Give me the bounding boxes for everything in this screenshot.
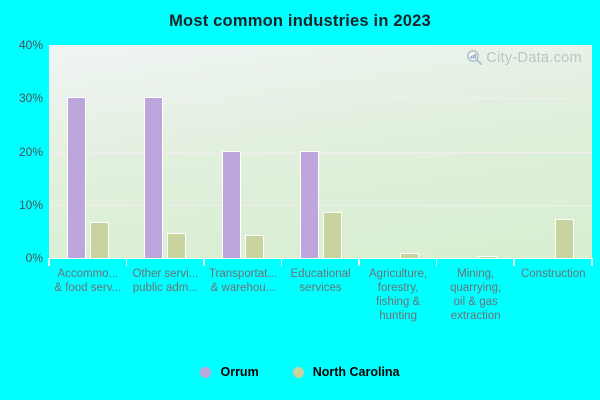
gridline-20pct	[49, 151, 592, 153]
bar-nc	[555, 219, 575, 258]
x-tick	[48, 258, 50, 266]
x-category-label: Transportat... & warehou...	[204, 267, 282, 323]
x-label-line: & warehou...	[210, 282, 276, 294]
x-label-line: Mining,	[457, 268, 495, 280]
category-group	[359, 45, 437, 258]
x-label-line: public adm...	[132, 282, 198, 294]
x-label-row: Accommo... & food serv... Other servi... pu…	[49, 267, 592, 323]
y-tick-label: 40%	[18, 38, 43, 52]
x-label-line: forestry,	[377, 282, 419, 294]
x-category-label: Other servi... public adm...	[127, 267, 205, 323]
category-group	[282, 45, 360, 258]
category-group	[49, 45, 127, 258]
x-label-line: fishing &	[376, 296, 421, 308]
bar-orrum	[221, 150, 241, 258]
x-category-label: Educational services	[282, 267, 360, 323]
legend-marker-nc	[292, 366, 304, 378]
x-label-line: Agriculture,	[369, 268, 428, 280]
legend-item-orrum: Orrum	[200, 365, 259, 379]
watermark: City-Data.com	[466, 49, 582, 66]
x-label-line: quarrying,	[450, 282, 502, 294]
legend-label-nc: North Carolina	[312, 365, 400, 379]
legend-item-nc: North Carolina	[292, 365, 400, 379]
category-group	[127, 45, 205, 258]
plot-area: City-Data.com	[49, 45, 592, 259]
x-tick	[435, 258, 438, 266]
x-tick	[125, 258, 128, 266]
x-label-line: oil & gas	[453, 296, 498, 308]
x-label-line: Transportat...	[208, 268, 277, 280]
x-category-label: Mining, quarrying, oil & gas extraction	[437, 267, 515, 323]
x-category-label: Construction	[514, 267, 592, 323]
category-group	[204, 45, 282, 258]
x-label-line: services	[299, 282, 342, 294]
y-tick-label: 0%	[25, 251, 43, 265]
watermark-text: City-Data.com	[486, 49, 582, 66]
x-tick	[591, 258, 593, 266]
bars-layer	[49, 45, 592, 258]
bar-nc	[89, 221, 109, 258]
x-tick	[203, 258, 205, 266]
chart-title: Most common industries in 2023	[169, 12, 431, 30]
y-tick-label: 30%	[18, 91, 43, 106]
y-tick-label: 20%	[18, 144, 43, 159]
category-group	[514, 45, 592, 258]
category-group	[437, 45, 515, 258]
gridline-10pct	[49, 204, 592, 206]
x-label-line: Accommo...	[57, 268, 119, 280]
x-tick	[513, 258, 515, 266]
x-category-label: Agriculture, forestry, fishing & hunting	[359, 267, 437, 323]
legend: Orrum North Carolina	[0, 365, 600, 379]
bar-nc	[322, 212, 342, 258]
x-tick	[358, 258, 360, 266]
legend-label-orrum: Orrum	[220, 365, 259, 379]
bar-orrum	[144, 97, 164, 258]
city-data-logo-icon	[467, 50, 483, 65]
gridline-40pct	[49, 45, 592, 46]
x-label-line: Other servi...	[132, 268, 199, 280]
bar-nc	[400, 252, 420, 258]
bar-nc	[477, 255, 497, 258]
x-category-label: Accommo... & food serv...	[49, 267, 127, 323]
bar-orrum	[299, 150, 319, 258]
x-label-line: Educational	[290, 268, 351, 280]
x-label-line: hunting	[379, 310, 417, 322]
x-label-line: & food serv...	[54, 282, 122, 294]
bar-nc	[244, 235, 264, 258]
bar-orrum	[66, 97, 86, 258]
bar-nc	[167, 232, 187, 258]
y-tick-label: 10%	[18, 197, 43, 212]
gridline-30pct	[49, 98, 592, 100]
legend-marker-orrum	[200, 366, 212, 378]
x-tick	[280, 258, 283, 266]
x-label-line: Construction	[520, 268, 586, 280]
x-axis: Accommo... & food serv... Other servi... pu…	[48, 258, 593, 348]
x-label-line: extraction	[450, 310, 501, 322]
